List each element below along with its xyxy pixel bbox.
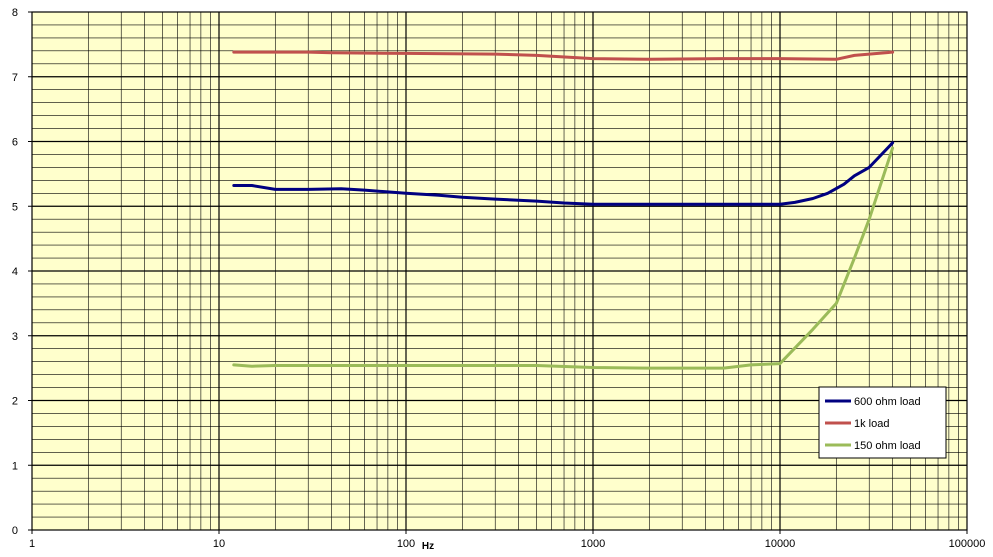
x-tick-label: 1 <box>29 538 35 550</box>
y-tick-labels: 0 1 2 3 4 5 6 7 8 <box>12 7 32 537</box>
x-tick-label: 100000 <box>949 538 986 550</box>
legend-label-3: 150 ohm load <box>854 440 921 452</box>
y-tick-label: 7 <box>12 72 18 84</box>
x-tick-label: 10000 <box>765 538 796 550</box>
x-tick-label: 1000 <box>581 538 605 550</box>
x-tick-label: 100 <box>397 538 415 550</box>
y-tick-label: 6 <box>12 137 18 149</box>
series-line-2 <box>232 50 895 61</box>
legend-label-2: 1k load <box>854 418 889 430</box>
series-line-3 <box>232 146 895 370</box>
series-layer <box>232 50 895 370</box>
x-tick-labels: 1 10 100 1000 10000 100000 <box>29 530 985 550</box>
legend-label-1: 600 ohm load <box>854 396 921 408</box>
y-tick-label: 5 <box>12 201 18 213</box>
y-tick-label: 2 <box>12 396 18 408</box>
y-tick-label: 4 <box>12 266 18 278</box>
legend: 600 ohm load 1k load 150 ohm load <box>818 386 947 459</box>
x-axis-label: Hz <box>422 541 434 552</box>
y-tick-label: 1 <box>12 460 18 472</box>
series-line-1 <box>232 141 895 206</box>
x-tick-label: 10 <box>213 538 225 550</box>
grid-lines <box>32 12 967 530</box>
y-tick-label: 3 <box>12 331 18 343</box>
y-tick-label: 8 <box>12 7 18 19</box>
y-tick-label: 0 <box>12 525 18 537</box>
